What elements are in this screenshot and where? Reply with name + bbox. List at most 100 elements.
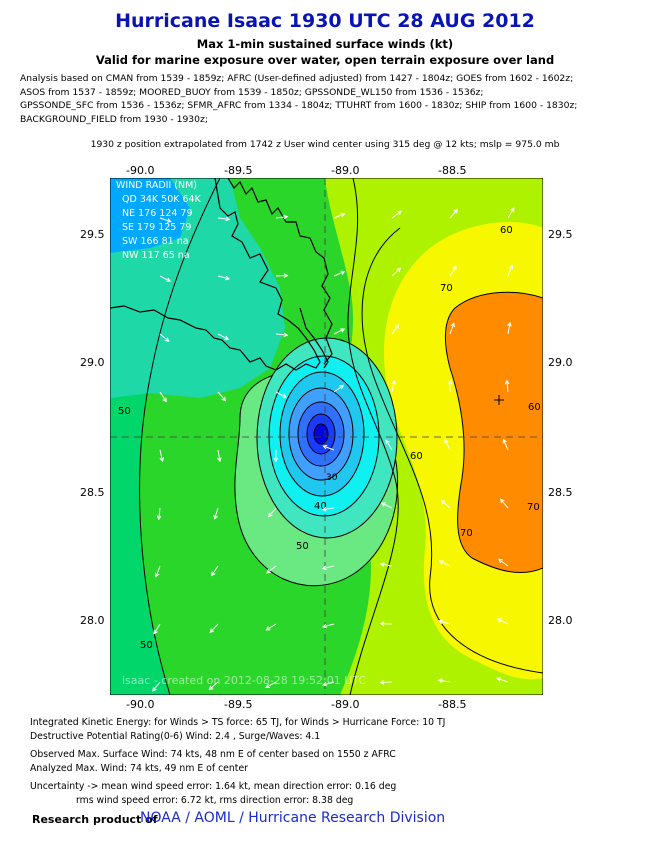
wind-vector-head xyxy=(166,277,172,282)
page-subtitle-exposure: Valid for marine exposure over water, op… xyxy=(95,53,555,67)
wind-vector-arrow xyxy=(438,679,451,683)
wind-vector-arrow xyxy=(498,558,509,567)
wind-radii-table: WIND RADII (NM) QD 34K 50K 64K NE 176 12… xyxy=(116,180,202,261)
wind-vector-arrow xyxy=(497,618,509,625)
lat-tick-right: 29.0 xyxy=(548,356,573,369)
wind-vector-head xyxy=(208,685,214,691)
wind-vector-arrow xyxy=(159,333,170,342)
analysis-sources: Analysis based on CMAN from 1539 - 1859z… xyxy=(20,72,640,127)
wind-vector-arrow xyxy=(507,207,515,219)
wind-vector-head xyxy=(340,270,346,275)
wind-vector-arrow xyxy=(266,623,277,631)
wind-vector-arrow xyxy=(209,681,219,690)
wind-vector-arrow xyxy=(444,439,451,451)
uncertainty-line: Uncertainty -> mean wind speed error: 1.… xyxy=(30,781,397,792)
wind-vector-arrow xyxy=(439,560,451,567)
wind-vector-arrow xyxy=(381,502,393,509)
page-subtitle-units: Max 1-min sustained surface winds (kt) xyxy=(196,37,454,51)
wind-vector-head xyxy=(450,322,455,328)
wind-vector-arrow xyxy=(217,391,226,401)
lat-tick-right: 28.5 xyxy=(548,486,573,499)
wind-vector-head xyxy=(438,619,444,625)
wind-vector-head xyxy=(322,681,328,687)
max-wind-region xyxy=(445,292,543,573)
lat-tick-right: 28.0 xyxy=(548,614,573,627)
wind-vector-arrow xyxy=(333,213,345,219)
wind-vector-arrow xyxy=(217,449,221,462)
wind-vector-head xyxy=(265,683,271,688)
wind-vector-head xyxy=(321,565,327,571)
contour-label: 40 xyxy=(314,501,327,512)
coastline xyxy=(110,178,321,371)
wind-vector-head xyxy=(162,397,167,403)
wind-vector-head xyxy=(379,562,385,567)
contour-label: 30 xyxy=(326,473,338,483)
creation-watermark: isaac - created on 2012-08-28 19:52:01 U… xyxy=(122,674,366,687)
wind-vector-arrow xyxy=(322,681,335,686)
wind-vector-head xyxy=(265,626,271,631)
lon-tick-bottom: -88.5 xyxy=(438,698,467,711)
wind-vector-head xyxy=(283,214,289,220)
contour-line-65 xyxy=(361,227,543,674)
wind-vector-head xyxy=(225,275,231,281)
wind-vector-arrow xyxy=(500,498,509,509)
wind-vector-head xyxy=(164,337,170,342)
max-wind-marker xyxy=(494,395,504,405)
lon-tick-top: -90.0 xyxy=(126,164,155,177)
lon-tick-bottom: -90.0 xyxy=(126,698,155,711)
wind-vector-head xyxy=(447,379,453,385)
wind-vector-arrow xyxy=(211,565,219,576)
wind-vector-head xyxy=(496,618,502,623)
wind-vector-arrow xyxy=(265,681,277,688)
wind-vector-head xyxy=(281,393,287,398)
analysis-line: ASOS from 1537 - 1859z; MOORED_BUOY from… xyxy=(20,86,484,98)
wind-vector-head xyxy=(507,321,512,327)
research-label: Research product of xyxy=(32,813,158,826)
analysis-line: GPSSONDE_SFC from 1536 - 1536z; SFMR_AFR… xyxy=(20,100,578,112)
lon-tick-bottom: -89.5 xyxy=(224,698,253,711)
wind-vector-head xyxy=(497,558,503,564)
wind-vector-arrow xyxy=(507,265,513,277)
wind-vector-arrow xyxy=(507,322,511,335)
wind-radii-row: SW 166 81 na xyxy=(122,236,189,247)
wind-vector-head xyxy=(508,264,514,270)
wind-vector-head xyxy=(283,273,289,278)
contour-label: 70 xyxy=(460,528,473,539)
wind-vector-arrow xyxy=(275,274,288,277)
wind-vector-head xyxy=(224,335,230,340)
wind-vector-arrow xyxy=(209,623,219,633)
wind-vector-arrow xyxy=(385,439,393,451)
wind-vector-arrow xyxy=(155,565,161,577)
wind-vector-arrow xyxy=(391,324,400,335)
observed-max-line: Observed Max. Surface Wind: 74 kts, 48 n… xyxy=(30,749,396,760)
contour-label: 50 xyxy=(140,640,153,651)
wind-vector-head xyxy=(394,323,400,329)
wind-vector-arrow xyxy=(217,275,230,280)
noaa-aoml-hrd-link[interactable]: NOAA / AOML / Hurricane Research Divisio… xyxy=(140,810,446,826)
wind-vector-head xyxy=(504,379,510,385)
page-title: Hurricane Isaac 1930 UTC 28 AUG 2012 xyxy=(115,10,535,32)
wind-vector-arrow xyxy=(333,384,344,393)
contour-label: 50 xyxy=(296,541,309,552)
wind-vector-arrow xyxy=(441,500,451,509)
wind-vector-arrow xyxy=(438,620,451,625)
wind-vector-head xyxy=(340,212,346,218)
wind-vector-arrow xyxy=(153,623,161,634)
analyzed-max-line: Analyzed Max. Wind: 74 kts, 49 nm E of c… xyxy=(30,763,248,774)
wind-vector-head xyxy=(283,332,289,338)
storm-eye xyxy=(313,423,329,445)
wind-vector-head xyxy=(500,498,505,504)
wind-vector-head xyxy=(221,396,227,402)
wind-vector-head xyxy=(209,628,215,634)
wind-vector-head xyxy=(152,686,157,692)
wind-vector-head xyxy=(267,512,273,518)
wind-vector-arrow xyxy=(158,507,161,520)
wind-vector-head xyxy=(153,629,158,635)
wind-vector-head xyxy=(339,384,345,390)
wind-vector-head xyxy=(166,218,172,223)
wind-vector-head xyxy=(156,515,162,521)
wind-vector-arrow xyxy=(159,449,164,462)
wind-radii-row: NW 117 65 na xyxy=(122,250,190,261)
wind-vector-arrow xyxy=(322,565,335,570)
wind-vector-head xyxy=(510,207,515,213)
